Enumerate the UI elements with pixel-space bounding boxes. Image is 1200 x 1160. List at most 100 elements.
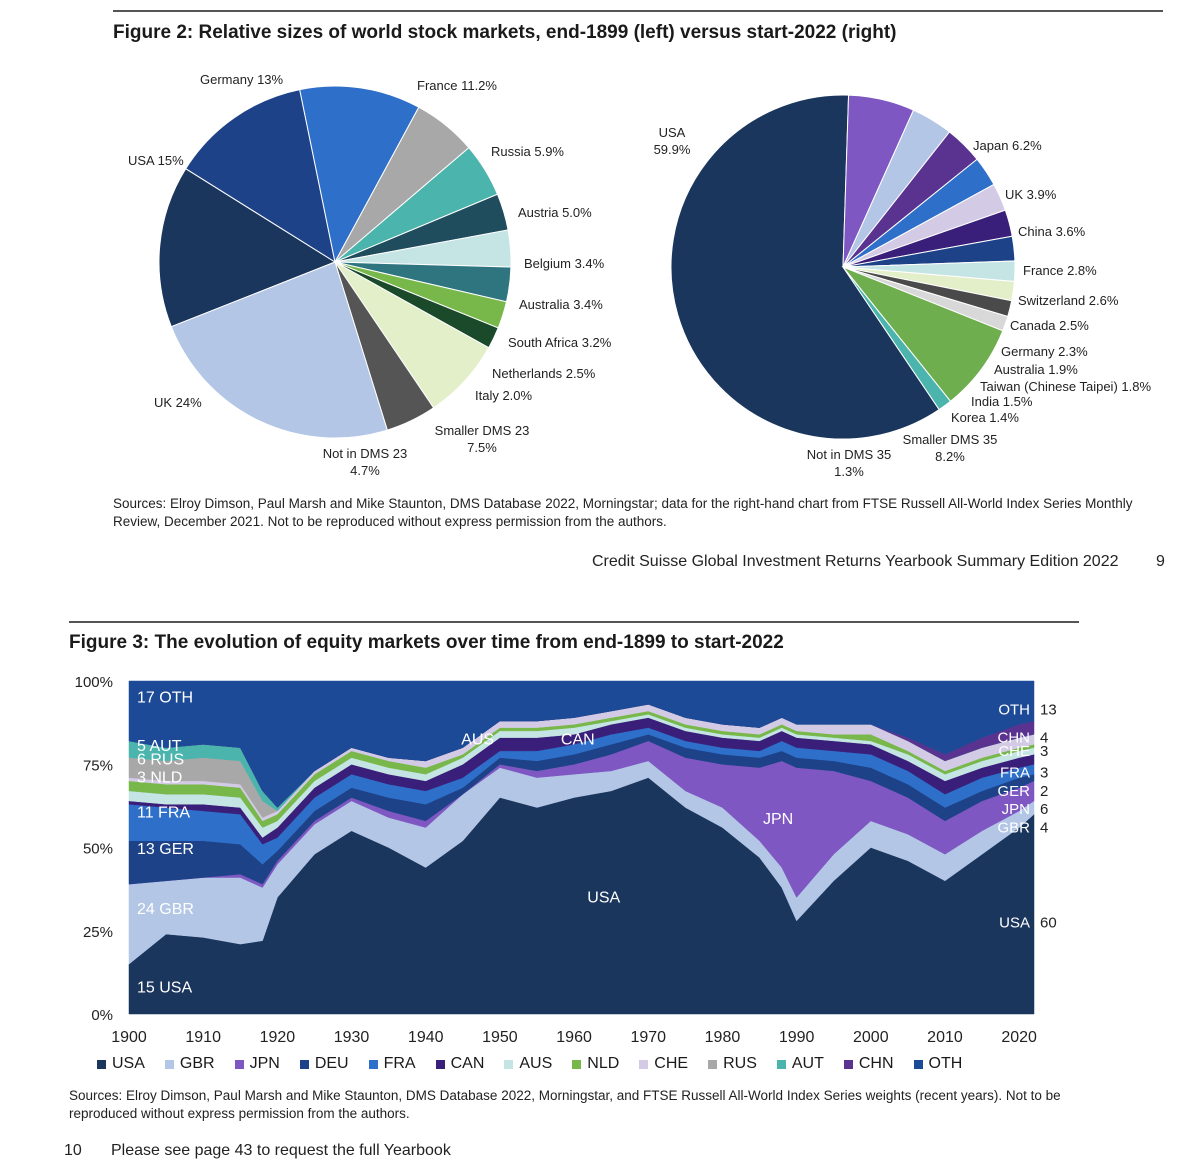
pie-value-label: 1.3%: [834, 464, 864, 479]
pie-label: Russia 5.9%: [491, 144, 564, 159]
pie-label: Not in DMS 23: [323, 446, 408, 461]
pie-label: Not in DMS 35: [807, 447, 892, 462]
pie-slice: [842, 266, 952, 411]
y-tick-label: 50%: [83, 841, 113, 858]
page-bottom-number: 10: [64, 1142, 82, 1159]
pie-label: France 11.2%: [417, 78, 497, 93]
legend-item: OTH: [913, 1055, 963, 1073]
legend-item: JPN: [234, 1055, 280, 1073]
pie-label: India 1.5%: [971, 394, 1033, 409]
area-label-center: USA: [587, 889, 620, 906]
area-label-left: 5 AUT: [137, 738, 182, 755]
area-label-right-value: 2: [1040, 783, 1048, 800]
x-tick-label: 1960: [556, 1029, 592, 1046]
pie-slice: [158, 168, 337, 328]
pie-label: Australia 1.9%: [994, 362, 1078, 377]
legend-swatch: [913, 1059, 923, 1069]
pie-slice: [170, 261, 388, 439]
legend-label: OTH: [928, 1055, 963, 1072]
x-tick-label: 1900: [111, 1029, 147, 1046]
area-label-right: USA: [999, 914, 1030, 931]
pie-label: Korea 1.4%: [951, 410, 1019, 425]
page-footer-text: Credit Suisse Global Investment Returns …: [592, 553, 1119, 570]
legend-label: CHN: [858, 1055, 894, 1072]
pie-label: South Africa 3.2%: [508, 335, 612, 350]
legend-label: CAN: [450, 1055, 485, 1072]
x-tick-label: 1970: [630, 1029, 666, 1046]
pie-value-label: 8.2%: [935, 449, 965, 464]
legend-item: AUT: [776, 1055, 824, 1073]
area-chart: 0% 25% 50% 75% 100% 1900 1910 1920 1930 1940 1950 1…: [75, 674, 1057, 1046]
legend-item: CHE: [639, 1055, 688, 1073]
x-tick-label: 1990: [779, 1029, 815, 1046]
legend-item: FRA: [368, 1055, 416, 1073]
area-label-right-value: 13: [1040, 701, 1057, 718]
legend-swatch: [299, 1059, 309, 1069]
area-label-left: 11 FRA: [137, 805, 190, 822]
y-tick-label: 25%: [83, 924, 113, 941]
legend-item: DEU: [299, 1055, 349, 1073]
x-tick-label: 1940: [408, 1029, 444, 1046]
area-label-right: GER: [997, 783, 1030, 800]
area-label-left: 24 GBR: [137, 901, 194, 918]
pie-label: Italy 2.0%: [475, 388, 533, 403]
area-label-left: 3 NLD: [137, 770, 182, 787]
area-label-right: JPN: [1002, 801, 1030, 818]
legend-label: USA: [112, 1055, 145, 1072]
pie-label: Taiwan (Chinese Taipei) 1.8%: [980, 379, 1151, 394]
y-tick-label: 75%: [83, 757, 113, 774]
pie-label: China 3.6%: [1018, 224, 1086, 239]
x-tick-label: 2010: [927, 1029, 963, 1046]
legend-swatch: [776, 1059, 786, 1069]
area-label-right-value: 6: [1040, 801, 1048, 818]
top-rule: [113, 10, 1163, 12]
legend-label: FRA: [383, 1055, 416, 1072]
pie-label: UK 3.9%: [1005, 187, 1057, 202]
figure2-title: Figure 2: Relative sizes of world stock …: [113, 22, 897, 43]
area-label-left: 17 OTH: [137, 690, 193, 707]
area-label-right-value: 60: [1040, 914, 1057, 931]
legend-item: NLD: [572, 1055, 619, 1073]
pie-label: Australia 3.4%: [519, 297, 603, 312]
pie-charts: USA 15% Germany 13% France 11.2% Russia 5.9…: [128, 72, 1151, 479]
area-label-right: GBR: [997, 820, 1030, 837]
area-label-left: 13 GER: [137, 841, 194, 858]
y-tick-label: 100%: [75, 674, 113, 691]
legend-swatch: [368, 1059, 378, 1069]
pie-label: USA 15%: [128, 153, 184, 168]
pie-slice: [185, 88, 336, 264]
area-label-center: CAN: [561, 731, 595, 748]
area-legend: USA GBR JPN DEU FRA CAN AUS NLD CHE RUS AUT CHN OTH: [97, 1055, 982, 1073]
legend-swatch: [708, 1059, 718, 1069]
area-label-right-value: 3: [1040, 765, 1048, 782]
pie-value-label: 4.7%: [350, 463, 380, 478]
pie-slice: [670, 94, 940, 440]
pie-slice: [299, 85, 420, 264]
x-tick-label: 2000: [853, 1029, 889, 1046]
legend-swatch: [97, 1059, 106, 1069]
legend-item: USA: [97, 1055, 145, 1073]
legend-item: CHN: [843, 1055, 894, 1073]
legend-label: CHE: [654, 1055, 689, 1072]
area-label-right-value: 4: [1040, 820, 1048, 837]
pie-label: Canada 2.5%: [1010, 318, 1089, 333]
area-label-left: 15 USA: [137, 979, 192, 996]
x-tick-label: 1930: [334, 1029, 370, 1046]
legend-swatch: [234, 1059, 244, 1069]
area-label-right-value: 4: [1040, 730, 1048, 747]
x-tick-label: 1920: [260, 1029, 296, 1046]
legend-item: RUS: [708, 1055, 757, 1073]
pie-label: Germany 2.3%: [1001, 344, 1088, 359]
pie-label: Switzerland 2.6%: [1018, 293, 1119, 308]
pie-label: USA: [659, 125, 686, 140]
legend-label: GBR: [179, 1055, 215, 1072]
area-label-left: 6 RUS: [137, 751, 184, 768]
pie-label: France 2.8%: [1023, 263, 1097, 278]
pie-label: Austria 5.0%: [518, 205, 592, 220]
pie-value-label: 59.9%: [654, 142, 691, 157]
area-series-oth: [128, 680, 1035, 808]
area-label-right: FRA: [1000, 765, 1030, 782]
legend-swatch: [504, 1059, 514, 1069]
x-tick-label: 1980: [705, 1029, 741, 1046]
pie-slice: [841, 265, 1004, 402]
